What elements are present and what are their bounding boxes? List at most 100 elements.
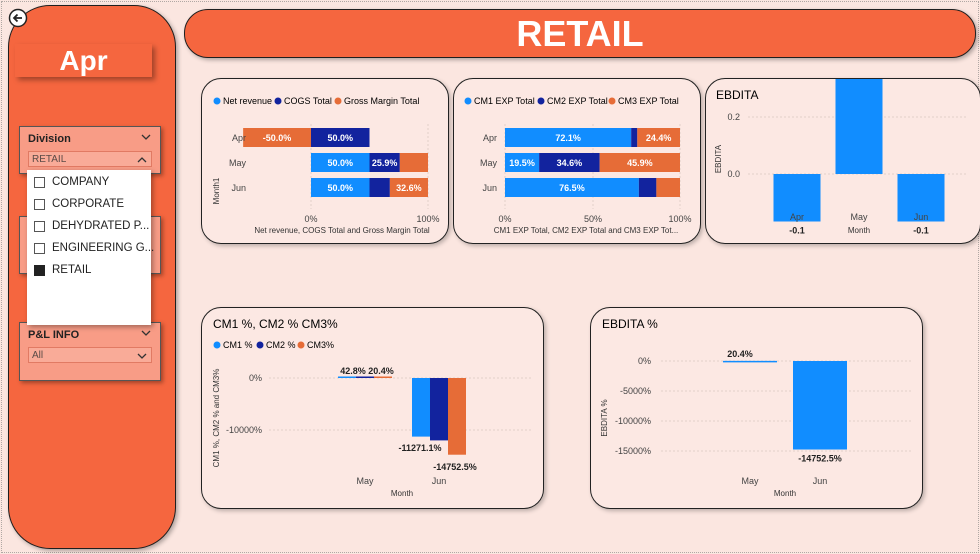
bar[interactable] (448, 378, 466, 455)
data-label: 19.5% (509, 158, 535, 168)
data-label: 50.0% (327, 183, 353, 193)
bar[interactable] (793, 361, 847, 450)
data-label: 76.5% (559, 183, 585, 193)
bars: 72.1% 24.4% 19.5% 34.6% 45.9% 76.5% (505, 128, 680, 197)
legend: CM1 % CM2 % CM3% (213, 340, 334, 350)
data-label: 20.4% (368, 366, 394, 376)
checkbox[interactable] (34, 198, 45, 210)
chevron-down-icon[interactable] (140, 328, 152, 338)
data-label: -50.0% (263, 133, 292, 143)
bar[interactable] (338, 376, 356, 379)
y-axis-label: EBDITA (714, 144, 723, 173)
y-axis-label: CM1 %, CM2 % and CM3% (212, 369, 221, 468)
checkbox[interactable] (34, 242, 45, 254)
legend-marker (464, 97, 472, 105)
bar-segment[interactable] (311, 178, 370, 197)
y-tick: Jun (231, 183, 246, 193)
division-slicer-title: Division (28, 133, 71, 145)
page-title: RETAIL (184, 9, 976, 58)
bar-segment[interactable] (638, 178, 657, 197)
division-slicer: Division RETAIL (19, 126, 161, 174)
gridlines (269, 377, 532, 431)
bar-segment[interactable] (505, 153, 540, 172)
bars: -50.0% 50.0% 50.0% 25.9% 50.0% 32.6% (243, 128, 428, 197)
month-value: Apr (59, 44, 108, 76)
chevron-up-icon (137, 157, 147, 163)
division-selected: RETAIL (32, 154, 67, 165)
bar[interactable] (412, 378, 430, 437)
bar-segment[interactable] (369, 178, 390, 197)
chevron-down-icon[interactable] (140, 132, 152, 142)
bar-segment[interactable] (637, 128, 680, 147)
chart-title: EBDITA % (602, 317, 658, 331)
x-axis-label: Month (391, 489, 413, 498)
checkbox[interactable] (34, 176, 45, 188)
gridlines (661, 360, 911, 452)
bar[interactable] (723, 360, 777, 363)
y-tick: 0.2 (727, 112, 740, 122)
division-dropdown[interactable]: RETAIL (28, 151, 152, 167)
x-axis-label: Month (774, 489, 796, 498)
bar-segment[interactable] (311, 153, 370, 172)
bar-segment[interactable] (399, 153, 428, 172)
x-tick: Apr (790, 212, 804, 222)
bar-segment[interactable] (311, 128, 370, 147)
data-label: 20.4% (727, 349, 753, 359)
bar[interactable] (897, 174, 945, 222)
y-tick: -10000% (226, 425, 262, 435)
data-label: 24.4% (646, 133, 672, 143)
data-label: -0.1 (789, 226, 805, 236)
checkbox[interactable] (34, 220, 45, 232)
legend-label: Net revenue (223, 96, 272, 106)
option-label: RETAIL (52, 264, 92, 276)
back-arrow-icon[interactable] (8, 8, 28, 28)
y-axis-label: Month1 (212, 177, 221, 204)
x-tick: Jun (432, 476, 447, 486)
pl-info-dropdown[interactable]: All (28, 347, 152, 363)
bar-segment[interactable] (631, 128, 638, 147)
x-tick: Jun (813, 476, 828, 486)
bar[interactable] (773, 174, 821, 222)
division-option[interactable]: CORPORATE (34, 195, 124, 213)
y-tick: -15000% (615, 446, 651, 456)
checkbox-checked[interactable] (34, 264, 45, 276)
legend-marker (213, 341, 221, 349)
x-tick: 0% (498, 214, 511, 224)
legend-label: CM1 EXP Total (474, 96, 535, 106)
y-tick: 0% (638, 356, 651, 366)
legend-label: CM1 % (223, 340, 253, 350)
bar-segment[interactable] (599, 153, 680, 172)
bar-segment[interactable] (505, 128, 632, 147)
bar-segment[interactable] (369, 153, 400, 172)
bar[interactable] (430, 378, 448, 441)
bar-segment[interactable] (243, 128, 311, 147)
bar-segment[interactable] (389, 178, 428, 197)
data-label: -14752.5% (798, 454, 842, 464)
option-label: DEHYDRATED P... (52, 220, 150, 232)
division-option[interactable]: COMPANY (34, 173, 109, 191)
division-option[interactable]: RETAIL (34, 261, 91, 279)
x-axis-label: Month (848, 226, 870, 235)
bar[interactable] (374, 376, 392, 379)
pl-info-slicer-title: P&L INFO (28, 329, 80, 341)
pl-info-selected: All (32, 350, 44, 361)
legend: CM1 EXP Total CM2 EXP Total CM3 EXP Tota… (464, 96, 679, 106)
bar-segment[interactable] (539, 153, 600, 172)
pl-info-slicer: P&L INFO All (19, 322, 161, 381)
y-tick: -10000% (615, 416, 651, 426)
y-tick: 0% (249, 373, 262, 383)
x-axis-label: CM1 EXP Total, CM2 EXP Total and CM3 EXP… (494, 226, 679, 235)
legend-marker (213, 97, 221, 105)
bar-segment[interactable] (656, 178, 680, 197)
division-option[interactable]: DEHYDRATED P... (34, 217, 149, 235)
bar-segment[interactable] (505, 178, 639, 197)
bar[interactable] (835, 79, 883, 174)
option-label: COMPANY (52, 176, 110, 188)
x-tick: Jun (914, 212, 929, 222)
legend-label: CM2 EXP Total (547, 96, 608, 106)
bar[interactable] (356, 376, 374, 379)
legend-marker (537, 97, 545, 105)
chart-title: CM1 %, CM2 % CM3% (213, 317, 338, 331)
data-label: 34.6% (557, 158, 583, 168)
division-option[interactable]: ENGINEERING G... (34, 239, 154, 257)
